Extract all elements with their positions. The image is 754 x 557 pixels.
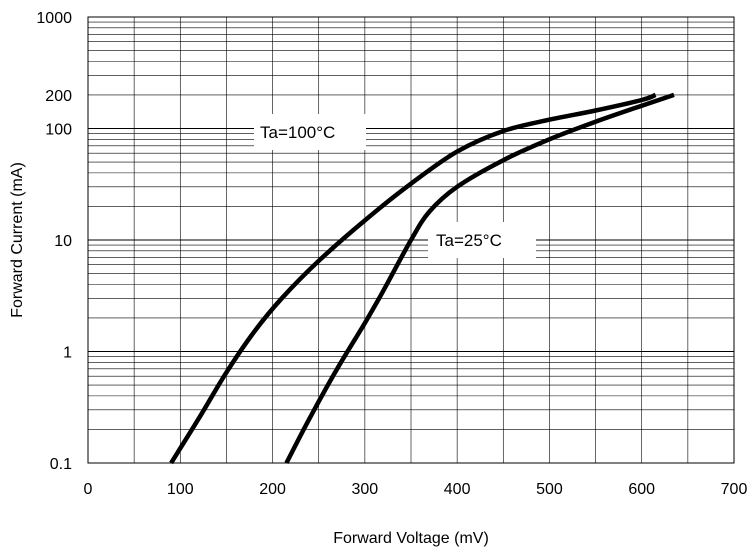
x-tick-label: 500 (536, 481, 563, 498)
y-axis-label: Forward Current (mA) (9, 162, 26, 318)
y-tick-label: 1000 (36, 10, 72, 27)
x-axis-label: Forward Voltage (mV) (333, 530, 489, 547)
series-annotation-label: Ta=25°C (436, 231, 502, 250)
x-tick-labels: 0 100 200 300 400 500 600 700 (84, 481, 748, 498)
plot-frame (87, 16, 735, 464)
series-annotation-label: Ta=100°C (260, 123, 335, 142)
x-tick-label: 300 (352, 481, 379, 498)
series-lines (169, 92, 675, 465)
annotation-background (254, 114, 366, 150)
x-tick-label: 400 (444, 481, 471, 498)
x-tick-label: 600 (628, 481, 655, 498)
series-line-1 (284, 92, 675, 465)
x-tick-label: 700 (721, 481, 748, 498)
y-tick-label: 10 (54, 233, 72, 250)
x-tick-label: 100 (167, 481, 194, 498)
y-tick-label: 1 (63, 345, 72, 362)
y-tick-label: 0.1 (50, 456, 72, 473)
annotation-background (428, 222, 536, 258)
minor-grid (88, 17, 734, 463)
x-tick-label: 200 (259, 481, 286, 498)
y-tick-label: 100 (45, 122, 72, 139)
y-tick-label: 200 (45, 88, 72, 105)
series-annotations: Ta=100°C Ta=25°C (254, 114, 536, 258)
series-line-0 (169, 92, 657, 465)
x-tick-label: 0 (84, 481, 93, 498)
y-tick-labels: 0.1 1 10 100 200 1000 (36, 10, 72, 473)
